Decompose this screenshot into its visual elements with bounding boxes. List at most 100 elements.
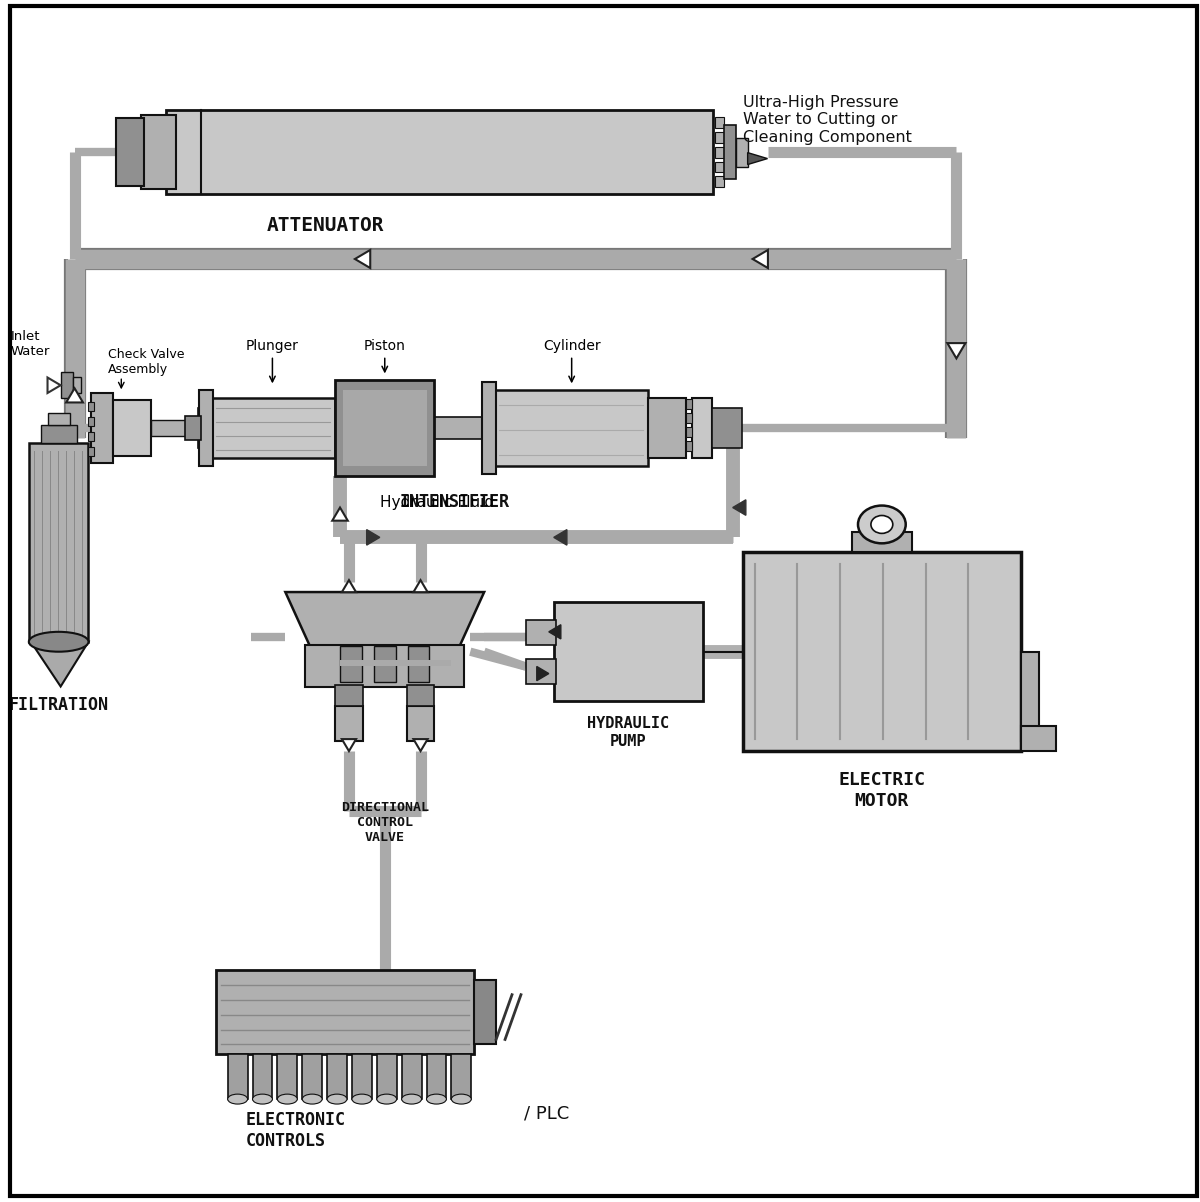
Ellipse shape [352, 1094, 372, 1105]
Bar [686, 399, 692, 409]
Bar [340, 660, 451, 666]
Text: Hydraulic Fluid: Hydraulic Fluid [379, 494, 494, 510]
Bar [48, 413, 70, 426]
Polygon shape [342, 739, 356, 751]
Text: Cylinder: Cylinder [542, 339, 600, 353]
Bar [1021, 726, 1056, 751]
Bar [29, 442, 89, 642]
Bar [335, 684, 362, 707]
Bar [715, 177, 724, 188]
Polygon shape [286, 593, 484, 647]
Bar [252, 1054, 272, 1099]
Bar [743, 552, 1021, 751]
Bar [199, 391, 212, 466]
Ellipse shape [451, 1094, 472, 1105]
Text: / PLC: / PLC [524, 1105, 569, 1121]
Bar [302, 1054, 322, 1099]
Bar [736, 138, 748, 167]
Bar [89, 432, 95, 441]
Bar [305, 644, 464, 686]
Bar [116, 118, 144, 186]
Bar [408, 645, 430, 682]
Bar [407, 684, 434, 707]
Bar [715, 161, 724, 173]
Polygon shape [748, 153, 768, 165]
Polygon shape [407, 707, 434, 742]
Ellipse shape [277, 1094, 298, 1105]
Polygon shape [332, 507, 348, 520]
Bar [852, 532, 912, 552]
Bar [277, 1054, 298, 1099]
Text: HYDRAULIC
PUMP: HYDRAULIC PUMP [587, 716, 670, 749]
Polygon shape [342, 581, 356, 593]
Bar [61, 373, 72, 398]
Polygon shape [553, 530, 566, 546]
Text: Inlet
Water: Inlet Water [11, 331, 50, 358]
Bar [41, 426, 77, 442]
Ellipse shape [426, 1094, 446, 1105]
Ellipse shape [377, 1094, 397, 1105]
Polygon shape [48, 377, 61, 393]
Polygon shape [335, 707, 362, 742]
Bar [89, 403, 95, 411]
Text: FILTRATION: FILTRATION [8, 696, 109, 714]
Bar [426, 1054, 446, 1099]
Ellipse shape [252, 1094, 272, 1105]
Bar [526, 620, 556, 644]
Bar [142, 115, 176, 190]
Text: INTENSIFIER: INTENSIFIER [400, 493, 509, 511]
Bar [211, 398, 335, 458]
Bar [1021, 651, 1039, 742]
Polygon shape [355, 250, 371, 268]
Bar [89, 417, 95, 426]
Bar [166, 109, 713, 195]
Bar [374, 645, 396, 682]
Bar [686, 441, 692, 451]
Ellipse shape [328, 1094, 347, 1105]
Polygon shape [947, 343, 966, 358]
Bar [648, 398, 686, 458]
Text: ELECTRIC
MOTOR: ELECTRIC MOTOR [839, 770, 925, 810]
Bar [526, 659, 556, 684]
Bar [692, 398, 712, 458]
Bar [91, 393, 113, 463]
Bar [434, 417, 494, 439]
Ellipse shape [402, 1094, 421, 1105]
Bar [198, 409, 212, 448]
Bar [482, 382, 496, 474]
Bar [712, 409, 742, 448]
Bar [474, 980, 496, 1045]
Polygon shape [31, 642, 89, 686]
Bar [377, 1054, 397, 1099]
Bar [185, 416, 200, 440]
Ellipse shape [29, 632, 89, 651]
Bar [724, 125, 736, 179]
Bar [715, 147, 724, 157]
Ellipse shape [858, 506, 906, 543]
Bar [715, 132, 724, 143]
Polygon shape [367, 530, 379, 546]
Polygon shape [733, 500, 746, 516]
Text: Plunger: Plunger [246, 339, 299, 353]
Text: DIRECTIONAL
CONTROL
VALVE: DIRECTIONAL CONTROL VALVE [341, 801, 428, 844]
Bar [451, 1054, 472, 1099]
Bar [228, 1054, 247, 1099]
Text: Ultra-High Pressure
Water to Cutting or
Cleaning Component: Ultra-High Pressure Water to Cutting or … [743, 95, 912, 144]
Bar [715, 117, 724, 127]
Ellipse shape [871, 516, 893, 534]
Bar [72, 377, 80, 393]
Bar [402, 1054, 421, 1099]
Bar [352, 1054, 372, 1099]
Bar [113, 400, 151, 456]
Bar [553, 602, 703, 702]
Bar [335, 380, 434, 476]
Bar [216, 970, 474, 1054]
Polygon shape [548, 625, 560, 639]
Polygon shape [536, 666, 548, 680]
Bar [686, 413, 692, 423]
Ellipse shape [302, 1094, 322, 1105]
Bar [343, 391, 426, 466]
Bar [340, 645, 362, 682]
Text: ELECTRONIC
CONTROLS: ELECTRONIC CONTROLS [246, 1111, 346, 1150]
Polygon shape [414, 581, 427, 593]
